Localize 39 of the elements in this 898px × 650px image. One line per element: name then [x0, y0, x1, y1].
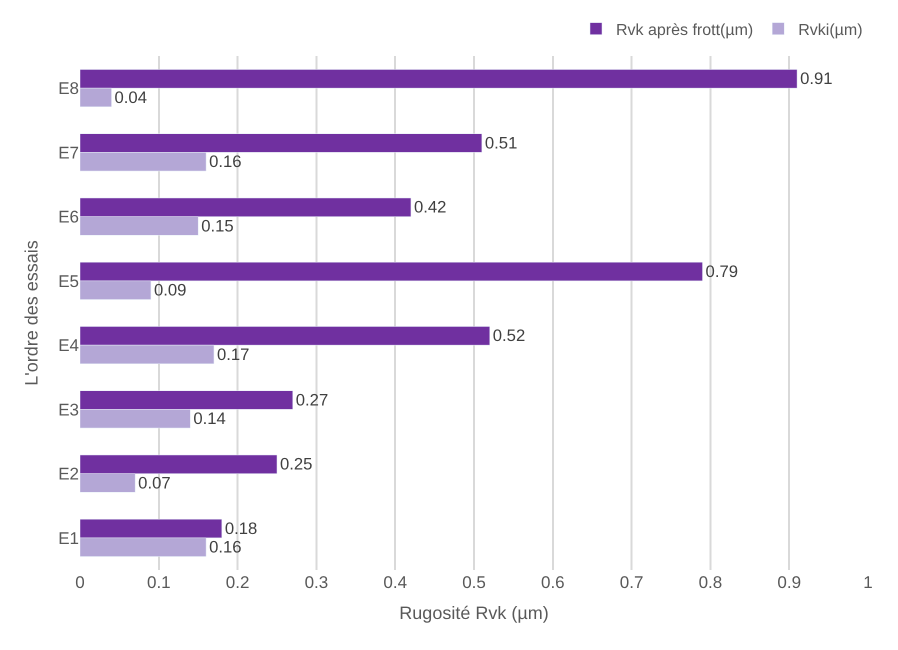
data-label: 0.04: [114, 88, 147, 107]
x-tick-label: 0.8: [698, 573, 722, 592]
data-label: 0.27: [296, 390, 328, 410]
legend-label: Rvk après frott(µm): [616, 22, 754, 39]
y-axis-title: L'ordre des essais: [21, 240, 42, 386]
data-label: 0.79: [706, 262, 738, 281]
data-label: 0.18: [224, 518, 258, 538]
data-label: 0.42: [414, 198, 446, 217]
x-axis-title: Rugosité Rvk (µm): [399, 603, 549, 624]
x-tick-label: 0: [75, 573, 85, 592]
y-tick-label: E4: [58, 336, 79, 356]
data-label: 0.52: [492, 326, 526, 346]
x-tick-label: 0.2: [226, 573, 250, 592]
data-label: 0.25: [280, 454, 312, 474]
x-tick-label: 0.5: [462, 573, 486, 592]
data-label: 0.09: [154, 280, 186, 300]
x-tick-label: 0.4: [383, 573, 408, 592]
y-tick-label: E8: [58, 79, 79, 98]
data-label: 0.15: [201, 216, 234, 236]
data-label: 0.07: [138, 473, 171, 492]
y-tick-label: E7: [58, 143, 79, 162]
data-label: 0.17: [216, 344, 250, 364]
data-label: 0.14: [193, 409, 226, 428]
data-label: 0.16: [209, 538, 242, 557]
x-tick-label: 0.9: [777, 573, 802, 592]
x-tick-label: 0.7: [620, 573, 644, 592]
data-label: 0.51: [484, 133, 518, 152]
x-tick-label: 0.1: [146, 573, 171, 592]
y-tick-label: E2: [58, 464, 79, 484]
y-tick-label: E5: [58, 272, 79, 291]
x-tick-label: 1: [863, 573, 873, 592]
x-tick-label: 0.6: [540, 573, 565, 592]
legend-label: Rvki(µm): [798, 22, 863, 39]
y-tick-label: E1: [58, 528, 79, 548]
data-label: 0.91: [800, 69, 833, 88]
y-tick-label: E3: [58, 400, 79, 420]
data-label: 0.16: [209, 152, 242, 172]
x-tick-label: 0.3: [304, 573, 328, 592]
y-tick-label: E6: [58, 208, 79, 227]
